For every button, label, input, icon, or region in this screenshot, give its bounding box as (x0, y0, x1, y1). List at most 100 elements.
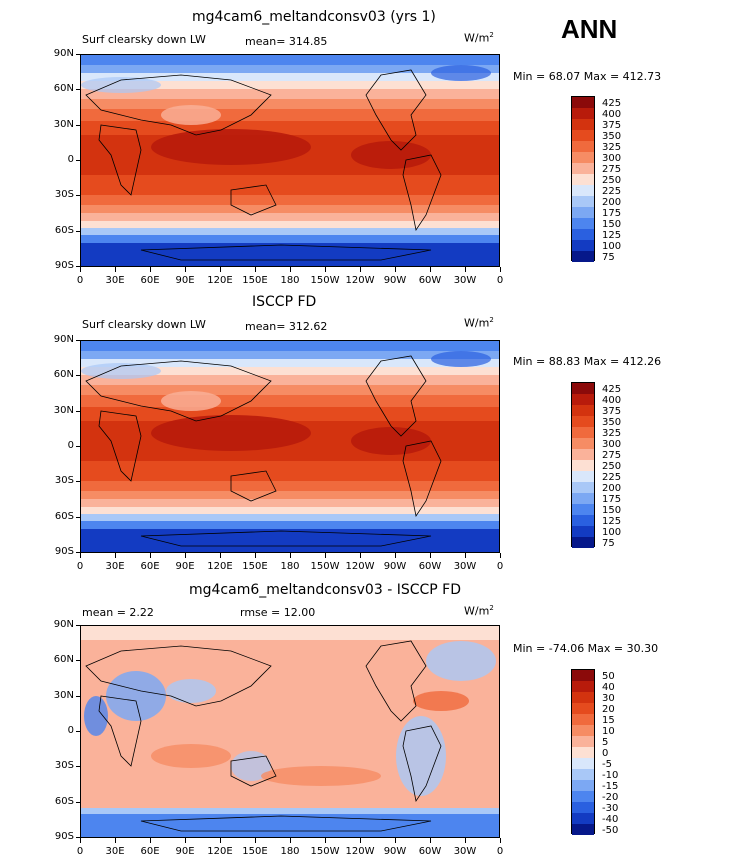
colorbar-swatch (572, 394, 594, 405)
colorbar-label: 275 (602, 450, 622, 461)
colorbar-swatch (572, 185, 594, 196)
panel-1-title: mg4cam6_meltandconsv03 (yrs 1) (192, 9, 436, 25)
panel-2-map-field (81, 341, 499, 552)
panel-1-mean: mean= 314.85 (245, 35, 328, 48)
colorbar-swatch (572, 758, 594, 769)
panel-3-lat-tick: 60S (54, 795, 74, 807)
colorbar-swatch (572, 460, 594, 471)
colorbar-label: 375 (602, 120, 622, 131)
tick-mark (500, 838, 501, 843)
panel-1-lon-tick: 180 (280, 275, 300, 286)
panel-3-lon-tick: 60W (418, 846, 442, 857)
colorbar-swatch (572, 174, 594, 185)
panel-3-map-field (81, 626, 499, 837)
colorbar-label: -30 (602, 803, 619, 814)
colorbar-swatch (572, 152, 594, 163)
season-label: ANN (561, 14, 618, 44)
panel-2-units: W/m2 (464, 316, 494, 330)
tick-mark (360, 267, 361, 272)
tick-mark (395, 553, 396, 558)
panel-3-lon-tick: 120E (207, 846, 233, 857)
colorbar-label: 250 (602, 461, 622, 472)
colorbar-label: 10 (602, 726, 615, 737)
colorbar-swatch (572, 692, 594, 703)
colorbar-label: -40 (602, 814, 619, 825)
panel-3-lon-tick: 90E (175, 846, 195, 857)
panel-1-lon-tick: 30W (453, 275, 477, 286)
colorbar-label: -15 (602, 781, 619, 792)
panel-2-lon-tick: 60W (418, 561, 442, 572)
panel-1-lon-tick: 60W (418, 275, 442, 286)
panel-1-lon-tick: 30E (105, 275, 125, 286)
colorbar-swatch (572, 681, 594, 692)
colorbar-label: 100 (602, 241, 622, 252)
tick-mark (80, 838, 81, 843)
tick-mark (80, 553, 81, 558)
tick-mark (76, 551, 80, 553)
colorbar-swatch (572, 493, 594, 504)
colorbar-label: 175 (602, 208, 622, 219)
colorbar-label: 400 (602, 109, 622, 120)
panel-2-lat-tick: 90S (54, 545, 74, 557)
colorbar-label: 300 (602, 439, 622, 450)
panel-1-units: W/m2 (464, 31, 494, 45)
tick-mark (465, 267, 466, 272)
panel-1-variable: Surf clearsky down LW (82, 33, 206, 46)
colorbar-swatch (572, 416, 594, 427)
colorbar-label: 350 (602, 131, 622, 142)
tick-mark (395, 267, 396, 272)
panel-2-lat-tick: 90N (53, 334, 74, 345)
colorbar-swatch (572, 526, 594, 537)
tick-mark (150, 267, 151, 272)
colorbar-label: 425 (602, 98, 622, 109)
tick-mark (465, 838, 466, 843)
panel-3-lon-tick: 0 (496, 846, 504, 857)
colorbar-swatch (572, 504, 594, 515)
panel-3-lon-tick: 150E (242, 846, 268, 857)
colorbar-swatch (572, 813, 594, 824)
tick-mark (76, 695, 80, 697)
tick-mark (76, 445, 80, 447)
panel-2-lon-tick: 90E (175, 561, 195, 572)
panel-3-lat-tick: 60N (53, 654, 74, 666)
colorbar-swatch (572, 141, 594, 152)
tick-mark (76, 340, 80, 341)
tick-mark (220, 838, 221, 843)
colorbar-label: 325 (602, 142, 622, 153)
colorbar-swatch (572, 791, 594, 802)
panel-2-lon-tick: 0 (496, 561, 504, 572)
tick-mark (360, 553, 361, 558)
panel-3-lon-tick: 0 (76, 846, 84, 857)
panel-3-rmse: rmse = 12.00 (240, 606, 316, 619)
tick-mark (185, 267, 186, 272)
colorbar-swatch (572, 207, 594, 218)
colorbar-swatch (572, 97, 594, 108)
panel-1-lon-tick: 150W (310, 275, 340, 286)
tick-mark (255, 553, 256, 558)
panel-3-colorbar (571, 669, 595, 835)
colorbar-swatch (572, 427, 594, 438)
panel-2-lon-tick: 120W (345, 561, 375, 572)
tick-mark (76, 481, 80, 483)
panel-3-units: W/m2 (464, 604, 494, 618)
panel-2-lon-tick: 0 (76, 561, 84, 572)
panel-3-lon-tick: 60E (140, 846, 160, 857)
colorbar-label: -50 (602, 825, 619, 836)
tick-mark (255, 267, 256, 272)
panel-3-title: mg4cam6_meltandconsv03 - ISCCP FD (189, 582, 461, 598)
colorbar-swatch (572, 130, 594, 141)
panel-1-lat-tick: 60S (54, 224, 74, 236)
panel-1-lat-tick: 90N (53, 48, 74, 59)
colorbar-label: 225 (602, 186, 622, 197)
panel-2-lat-tick: 30S (54, 475, 74, 487)
colorbar-swatch (572, 383, 594, 394)
panel-2-lon-tick: 150E (242, 561, 268, 572)
tick-mark (76, 265, 80, 267)
tick-mark (76, 801, 80, 803)
panel-1-lat-tick: 90S (54, 259, 74, 271)
panel-1-map (80, 54, 500, 267)
panel-3-lon-tick: 150W (310, 846, 340, 857)
colorbar-label: 150 (602, 505, 622, 516)
colorbar-swatch (572, 405, 594, 416)
panel-3-lon-tick: 180 (280, 846, 300, 857)
